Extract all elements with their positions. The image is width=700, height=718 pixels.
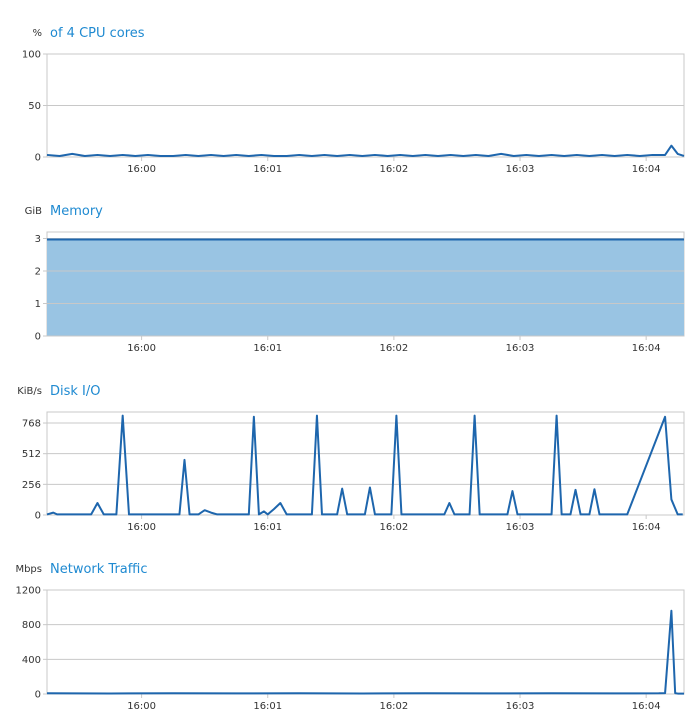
cpu-series-line xyxy=(46,144,685,157)
cpu-unit-label: % xyxy=(32,28,42,39)
cpu-xtick-label: 16:03 xyxy=(506,164,535,175)
memory-chart-title: Memory xyxy=(50,204,103,219)
network-ytick-label: 800 xyxy=(22,620,41,631)
network-chart: Mbps Network Traffic 0 400 800 1200 16:00 16:01… xyxy=(15,562,685,712)
disk-xtick-label: 16:00 xyxy=(127,522,156,533)
memory-area xyxy=(47,239,684,336)
disk-unit-label: KiB/s xyxy=(17,386,42,397)
cpu-xtick-label: 16:04 xyxy=(632,164,661,175)
cpu-ytick-label: 100 xyxy=(22,50,41,61)
memory-ytick-label: 2 xyxy=(35,267,41,278)
disk-xtick-label: 16:01 xyxy=(253,522,282,533)
memory-xtick-label: 16:00 xyxy=(127,343,156,354)
network-xtick-label: 16:04 xyxy=(632,701,661,712)
cpu-chart: % of 4 CPU cores 0 50 100 16:00 16:01 16:02 16:0… xyxy=(22,26,685,175)
disk-xtick-label: 16:04 xyxy=(632,522,661,533)
network-ytick-label: 0 xyxy=(35,690,41,701)
disk-xtick-label: 16:02 xyxy=(379,522,408,533)
network-xtick-label: 16:00 xyxy=(127,701,156,712)
disk-xtick-label: 16:03 xyxy=(506,522,535,533)
network-ytick-label: 400 xyxy=(22,655,41,666)
network-xtick-label: 16:01 xyxy=(253,701,282,712)
cpu-xtick-label: 16:02 xyxy=(379,164,408,175)
network-ytick-label: 1200 xyxy=(16,586,41,597)
cpu-ytick-label: 50 xyxy=(28,101,41,112)
cpu-ytick-label: 0 xyxy=(35,153,41,164)
disk-ytick-label: 0 xyxy=(35,511,41,522)
disk-series-line xyxy=(46,414,683,516)
network-chart-title: Network Traffic xyxy=(50,562,147,577)
memory-chart: GiB Memory 0 1 2 3 16:00 16:01 16:02 16:03 16:04 xyxy=(25,204,685,354)
disk-ytick-label: 768 xyxy=(22,419,41,430)
memory-ytick-label: 1 xyxy=(35,299,41,310)
memory-xtick-label: 16:02 xyxy=(379,343,408,354)
network-xtick-label: 16:02 xyxy=(379,701,408,712)
network-unit-label: Mbps xyxy=(15,564,42,575)
cpu-xtick-label: 16:00 xyxy=(127,164,156,175)
cpu-chart-title: of 4 CPU cores xyxy=(50,26,145,41)
disk-ytick-label: 256 xyxy=(22,480,41,491)
memory-xtick-label: 16:03 xyxy=(506,343,535,354)
network-xtick-label: 16:03 xyxy=(506,701,535,712)
cpu-xtick-label: 16:01 xyxy=(253,164,282,175)
disk-chart-title: Disk I/O xyxy=(50,384,101,399)
disk-chart: KiB/s Disk I/O 0 256 512 768 16:00 16:01 16:02 16… xyxy=(17,384,685,533)
memory-ytick-label: 3 xyxy=(35,234,41,245)
disk-ytick-label: 512 xyxy=(22,449,41,460)
memory-ytick-label: 0 xyxy=(35,332,41,343)
network-series-line xyxy=(46,609,684,695)
memory-unit-label: GiB xyxy=(25,206,43,217)
memory-xtick-label: 16:01 xyxy=(253,343,282,354)
memory-xtick-label: 16:04 xyxy=(632,343,661,354)
